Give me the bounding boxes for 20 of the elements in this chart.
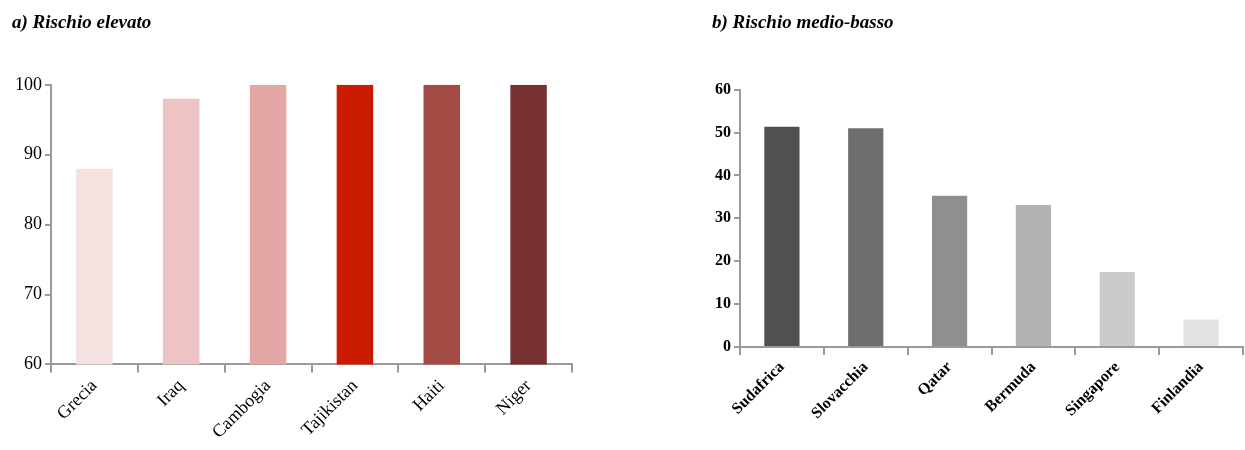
y-tick-label: 30 <box>715 208 731 226</box>
y-tick-label: 80 <box>24 213 42 234</box>
chart-title: a) Rischio elevato <box>12 11 152 34</box>
y-tick-label: 60 <box>24 353 42 374</box>
y-tick-label: 90 <box>24 143 42 164</box>
y-tick-label: 100 <box>15 73 42 94</box>
bar <box>1015 205 1052 346</box>
bar <box>764 126 800 346</box>
y-tick-label: 0 <box>723 337 731 355</box>
bar <box>1099 271 1135 346</box>
bar <box>848 128 884 346</box>
chart-title: b) Rischio medio-basso <box>712 11 894 34</box>
y-tick-label: 20 <box>715 251 731 269</box>
bar <box>1183 319 1219 346</box>
y-tick-label: 40 <box>715 165 731 183</box>
y-tick-label: 10 <box>715 294 731 312</box>
y-tick-label: 50 <box>715 122 731 140</box>
x-tick-label: Iraq <box>152 375 188 410</box>
y-tick-label: 70 <box>24 283 42 304</box>
y-tick-label: 60 <box>715 79 731 97</box>
